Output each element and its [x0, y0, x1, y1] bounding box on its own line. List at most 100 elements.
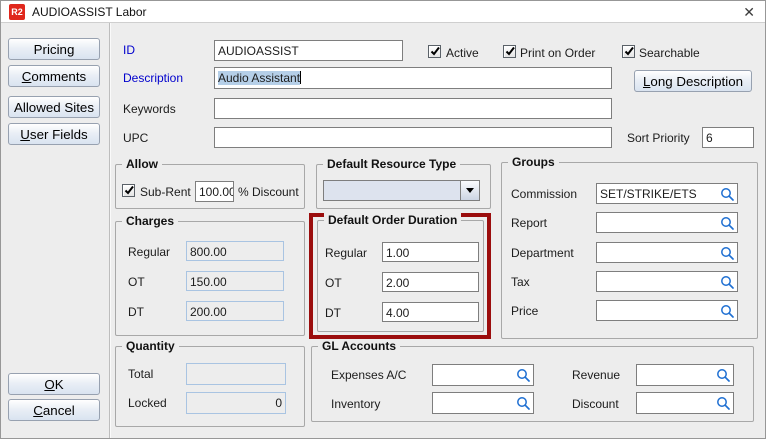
groups-group-title: Groups — [508, 155, 559, 169]
report-label: Report — [511, 216, 548, 230]
sub-rent-checkbox[interactable] — [122, 184, 135, 197]
inventory-field[interactable] — [432, 392, 534, 414]
sidebar-divider — [109, 23, 110, 438]
sub-rent-label: Sub-Rent — [140, 185, 191, 199]
check-icon — [124, 185, 134, 195]
duration-dt-field[interactable]: 4.00 — [382, 302, 479, 322]
sort-priority-field[interactable]: 6 — [702, 127, 754, 148]
search-icon[interactable] — [720, 304, 735, 319]
searchable-checkbox[interactable] — [622, 45, 635, 58]
description-label: Description — [123, 71, 184, 85]
search-icon[interactable] — [720, 216, 735, 231]
search-icon[interactable] — [720, 246, 735, 261]
duration-regular-field[interactable]: 1.00 — [382, 242, 479, 262]
check-icon — [430, 46, 440, 56]
id-label: ID — [123, 43, 135, 57]
charges-dt-label: DT — [128, 305, 144, 319]
keywords-label: Keywords — [123, 102, 176, 116]
inventory-label: Inventory — [331, 397, 381, 411]
allow-group: Allow — [115, 157, 305, 209]
allowed-sites-button[interactable]: Allowed Sites — [8, 96, 100, 118]
resource-type-combobox[interactable] — [323, 180, 480, 201]
charges-regular-label: Regular — [128, 245, 171, 259]
duration-group-title: Default Order Duration — [324, 213, 462, 227]
sort-priority-label: Sort Priority — [627, 131, 690, 145]
title-bar: R2 AUDIOASSIST Labor ✕ — [1, 1, 765, 23]
upc-label: UPC — [123, 131, 149, 145]
pricing-button[interactable]: Pricin g — [8, 38, 100, 60]
charges-dt-field: 200.00 — [186, 301, 284, 321]
resource-type-group-title: Default Resource Type — [323, 157, 461, 171]
gl-accounts-group: GL Accounts — [311, 339, 754, 422]
quantity-total-field — [186, 363, 286, 385]
charges-group: Charges — [115, 214, 305, 336]
allow-group-title: Allow — [122, 157, 162, 171]
combobox-value — [324, 181, 460, 200]
app-logo-icon: R2 — [9, 3, 25, 20]
chevron-down-icon[interactable] — [460, 181, 479, 200]
close-icon[interactable]: ✕ — [743, 3, 755, 20]
duration-ot-field[interactable]: 2.00 — [382, 272, 479, 292]
upc-field[interactable] — [214, 127, 612, 148]
duration-dt-label: DT — [325, 306, 341, 320]
gl-accounts-group-title: GL Accounts — [318, 339, 401, 353]
charges-regular-field: 800.00 — [186, 241, 284, 261]
quantity-locked-label: Locked — [128, 396, 167, 410]
quantity-locked-field: 0 — [186, 392, 286, 414]
price-field[interactable] — [596, 300, 738, 321]
text-caret — [300, 71, 302, 84]
field-value: SET/STRIKE/ETS — [600, 187, 697, 201]
discount-suffix-label: % Discount — [238, 185, 299, 199]
searchable-label: Searchable — [639, 46, 700, 60]
duration-group: Default Order Duration — [317, 213, 484, 332]
commission-label: Commission — [511, 187, 578, 201]
charges-group-title: Charges — [122, 214, 179, 228]
check-icon — [505, 46, 515, 56]
search-icon[interactable] — [716, 396, 731, 411]
search-icon[interactable] — [720, 187, 735, 202]
search-icon[interactable] — [720, 275, 735, 290]
commission-field[interactable]: SET/STRIKE/ETS — [596, 183, 738, 204]
department-label: Department — [511, 246, 574, 260]
tax-label: Tax — [511, 275, 530, 289]
print-on-order-checkbox[interactable] — [503, 45, 516, 58]
price-label: Price — [511, 304, 539, 318]
tax-field[interactable] — [596, 271, 738, 292]
duration-ot-label: OT — [325, 276, 342, 290]
pricing-label: Pricin — [33, 41, 67, 57]
description-field[interactable]: Audio Assistant — [214, 67, 612, 89]
discount-label: Discount — [572, 397, 619, 411]
print-on-order-label: Print on Order — [520, 46, 596, 60]
revenue-field[interactable] — [636, 364, 734, 386]
quantity-group: Quantity — [115, 339, 305, 427]
department-field[interactable] — [596, 242, 738, 263]
search-icon[interactable] — [516, 396, 531, 411]
window-title: AUDIOASSIST Labor — [32, 4, 147, 19]
search-icon[interactable] — [716, 368, 731, 383]
quantity-group-title: Quantity — [122, 339, 179, 353]
charges-ot-label: OT — [128, 275, 145, 289]
quantity-total-label: Total — [128, 367, 154, 381]
expenses-field[interactable] — [432, 364, 534, 386]
revenue-label: Revenue — [572, 368, 621, 382]
resource-type-group: Default Resource Type — [316, 157, 491, 209]
groups-group: Groups — [501, 155, 758, 339]
id-field[interactable]: AUDIOASSIST — [214, 40, 403, 61]
charges-ot-field: 150.00 — [186, 271, 284, 291]
discount-field[interactable] — [636, 392, 734, 414]
sub-rent-discount-field[interactable]: 100.00 — [195, 181, 234, 202]
selected-text: Audio Assistant — [218, 71, 301, 85]
active-label: Active — [446, 46, 479, 60]
active-checkbox[interactable] — [428, 45, 441, 58]
check-icon — [624, 46, 634, 56]
keywords-field[interactable] — [214, 98, 612, 119]
report-field[interactable] — [596, 212, 738, 233]
expenses-label: Expenses A/C — [331, 368, 407, 382]
search-icon[interactable] — [516, 368, 531, 383]
